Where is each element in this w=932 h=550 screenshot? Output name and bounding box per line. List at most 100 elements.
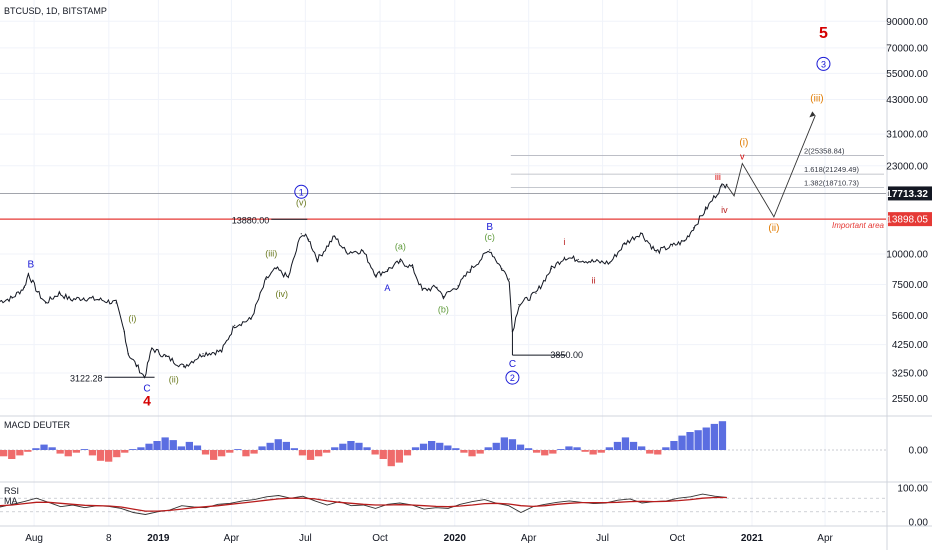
macd-bar [201,450,210,455]
macd-bar [40,444,48,450]
macd-bar [315,450,323,457]
macd-bar [64,450,72,457]
price-point [705,209,707,211]
macd-tick-label: 0.00 [909,446,929,457]
macd-bar [48,447,56,450]
macd-bar [516,444,525,450]
macd-bar [258,446,266,450]
price-point [489,249,491,251]
x-tick-label: 8 [106,533,112,544]
macd-bar [56,450,64,454]
price-point [202,353,204,355]
price-point [265,278,267,280]
price-axis[interactable]: 90000.00 70000.00 55000.00 43000.00 31000.00… [886,17,932,529]
price-point [593,261,595,263]
macd-bar [88,450,97,456]
wave-label: ii [592,276,596,286]
macd-bar [686,432,694,450]
macd-bar [662,447,670,450]
y-tick-label: 31000.00 [886,130,928,141]
macd-bar [226,450,234,453]
macd-bar [355,442,363,450]
macd-bar [290,448,298,450]
wave-label: (v) [296,197,307,207]
macd-bar [605,447,613,450]
macd-bar [8,450,16,459]
price-point [345,251,347,253]
wave-label: B [486,222,493,233]
macd-bar [105,450,113,462]
macd-bar [129,449,137,450]
macd-pane [0,421,886,467]
price-point [287,277,289,279]
wave-label: (iv) [276,289,289,299]
macd-bar [452,448,460,450]
macd-bar [298,450,307,456]
price-point [421,289,423,291]
time-axis[interactable]: Aug 8 2019 Apr Jul Oct 2020 Apr Jul Oct 2021 Apr [25,533,833,544]
macd-bar [16,450,24,456]
macd-bar [347,441,355,450]
wave-label: (ii) [169,374,179,384]
price-point [0,300,1,302]
price-point [300,233,302,235]
price-point [36,291,38,293]
y-tick-label: 70000.00 [886,43,928,54]
macd-bar [274,439,282,450]
wave-label: iv [721,205,728,215]
wave-label-circled: 2 [510,373,515,383]
wave-label: (a) [395,242,406,252]
macd-bar [500,437,508,450]
y-tick-label: 5600.00 [892,311,929,322]
macd-bar [145,443,153,450]
macd-bar [646,450,654,454]
rsi-tick-0: 0.00 [909,518,929,529]
price-point [234,324,236,326]
price-point [609,262,611,264]
macd-bar [169,440,177,450]
projection-arrowhead [809,111,816,118]
y-tick-label: 2550.00 [892,394,929,405]
price-point [671,245,674,247]
macd-bar [670,441,678,450]
macd-bar [476,450,484,454]
macd-bar [234,449,242,450]
wave-label: iii [715,172,721,182]
price-point [501,268,503,270]
macd-bar [339,443,347,450]
macd-bar [573,447,581,450]
price-point [182,366,185,368]
rsi-ma-line [0,496,727,512]
price-pane: Important area 2(25358.84) 1.618(21249.49)… [0,25,886,408]
x-tick-label: 2021 [741,533,764,544]
macd-bar [589,450,597,455]
price-point [275,268,277,270]
macd-bar [718,421,727,450]
support-price-value: 13898.05 [886,215,928,226]
x-tick-label: Oct [670,533,686,544]
price-point [411,266,414,269]
macd-bar [113,450,121,458]
x-tick-label: 2019 [147,533,170,544]
macd-bar [387,450,395,467]
wave-label: i [563,237,565,247]
wave-circle [816,56,831,71]
rsi-tick-100: 100.00 [897,484,928,495]
macd-bar [629,441,638,450]
support-label: Important area [832,221,885,230]
macd-bar [428,441,436,450]
price-point [640,232,642,234]
price-label-covid-low: 3850.00 [550,350,583,360]
macd-bar [403,450,412,456]
price-point [623,243,626,245]
wave-label-circled: 3 [821,59,826,69]
macd-bar [96,450,105,461]
rsi-title: RSI [4,486,19,496]
macd-bar [638,446,646,450]
macd-bar [161,437,169,450]
x-tick-label: Oct [372,533,388,544]
x-tick-label: Aug [25,533,43,544]
price-point [399,261,401,263]
price-point [563,256,566,258]
